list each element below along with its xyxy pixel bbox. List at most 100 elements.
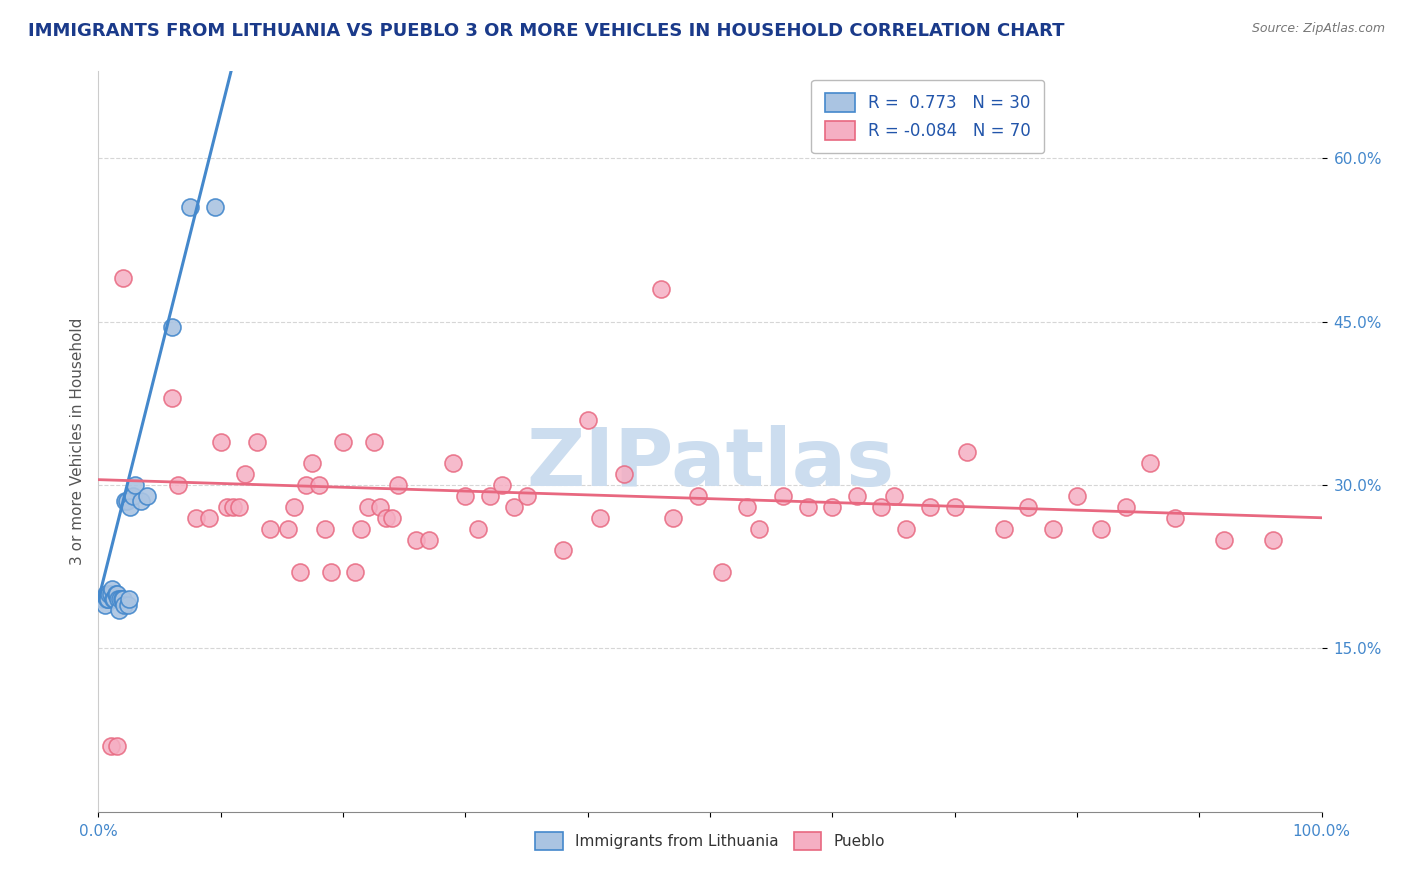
- Point: [136, 489, 159, 503]
- Point: [94, 587, 117, 601]
- Point: [650, 282, 672, 296]
- Point: [101, 582, 124, 596]
- Point: [553, 543, 575, 558]
- Point: [96, 592, 118, 607]
- Point: [204, 201, 226, 215]
- Point: [283, 500, 305, 514]
- Point: [91, 592, 114, 607]
- Point: [277, 522, 299, 536]
- Point: [368, 500, 391, 514]
- Point: [124, 478, 146, 492]
- Point: [405, 533, 427, 547]
- Point: [290, 565, 312, 579]
- Point: [100, 739, 122, 754]
- Point: [101, 592, 124, 607]
- Point: [589, 510, 612, 524]
- Point: [956, 445, 979, 459]
- Point: [301, 456, 323, 470]
- Text: ZIPatlas: ZIPatlas: [526, 425, 894, 503]
- Point: [167, 478, 190, 492]
- Point: [179, 201, 201, 215]
- Point: [114, 494, 136, 508]
- Point: [209, 434, 232, 449]
- Point: [1017, 500, 1039, 514]
- Point: [883, 489, 905, 503]
- Point: [1261, 533, 1284, 547]
- Point: [121, 489, 143, 503]
- Point: [1066, 489, 1088, 503]
- Point: [920, 500, 942, 514]
- Point: [100, 587, 122, 601]
- Point: [870, 500, 893, 514]
- Point: [115, 494, 138, 508]
- Point: [845, 489, 868, 503]
- Point: [314, 522, 336, 536]
- Point: [686, 489, 709, 503]
- Point: [662, 510, 685, 524]
- Legend: Immigrants from Lithuania, Pueblo: Immigrants from Lithuania, Pueblo: [529, 826, 891, 856]
- Point: [108, 603, 131, 617]
- Point: [111, 592, 134, 607]
- Point: [441, 456, 464, 470]
- Point: [1139, 456, 1161, 470]
- Point: [735, 500, 758, 514]
- Point: [259, 522, 281, 536]
- Point: [344, 565, 367, 579]
- Point: [1164, 510, 1187, 524]
- Point: [350, 522, 373, 536]
- Point: [118, 592, 141, 607]
- Point: [356, 500, 378, 514]
- Point: [97, 592, 120, 607]
- Point: [418, 533, 440, 547]
- Point: [129, 494, 152, 508]
- Point: [319, 565, 342, 579]
- Point: [748, 522, 770, 536]
- Point: [160, 320, 183, 334]
- Point: [491, 478, 513, 492]
- Point: [467, 522, 489, 536]
- Point: [454, 489, 477, 503]
- Point: [821, 500, 844, 514]
- Point: [374, 510, 396, 524]
- Point: [993, 522, 1015, 536]
- Point: [93, 598, 115, 612]
- Point: [233, 467, 256, 482]
- Point: [107, 592, 129, 607]
- Point: [503, 500, 526, 514]
- Point: [120, 500, 142, 514]
- Point: [613, 467, 636, 482]
- Point: [797, 500, 820, 514]
- Point: [894, 522, 917, 536]
- Point: [943, 500, 966, 514]
- Point: [110, 592, 132, 607]
- Point: [478, 489, 501, 503]
- Point: [104, 587, 127, 601]
- Point: [197, 510, 219, 524]
- Point: [1042, 522, 1064, 536]
- Point: [387, 478, 409, 492]
- Point: [295, 478, 318, 492]
- Text: IMMIGRANTS FROM LITHUANIA VS PUEBLO 3 OR MORE VEHICLES IN HOUSEHOLD CORRELATION : IMMIGRANTS FROM LITHUANIA VS PUEBLO 3 OR…: [28, 22, 1064, 40]
- Point: [98, 587, 121, 601]
- Point: [363, 434, 385, 449]
- Point: [1212, 533, 1234, 547]
- Y-axis label: 3 or more Vehicles in Household: 3 or more Vehicles in Household: [69, 318, 84, 566]
- Point: [105, 587, 128, 601]
- Point: [1115, 500, 1137, 514]
- Point: [103, 592, 125, 607]
- Point: [111, 271, 134, 285]
- Point: [215, 500, 238, 514]
- Point: [186, 510, 208, 524]
- Point: [332, 434, 354, 449]
- Text: Source: ZipAtlas.com: Source: ZipAtlas.com: [1251, 22, 1385, 36]
- Point: [160, 391, 183, 405]
- Point: [117, 598, 139, 612]
- Point: [381, 510, 404, 524]
- Point: [772, 489, 794, 503]
- Point: [111, 592, 134, 607]
- Point: [105, 739, 128, 754]
- Point: [112, 598, 135, 612]
- Point: [308, 478, 330, 492]
- Point: [576, 413, 599, 427]
- Point: [515, 489, 537, 503]
